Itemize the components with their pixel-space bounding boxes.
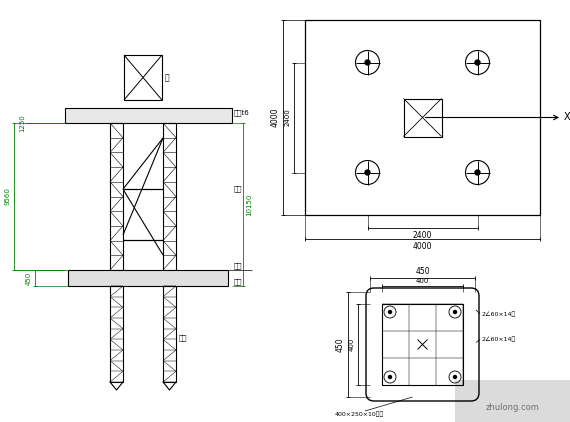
Text: 楼板t6: 楼板t6 (234, 109, 250, 116)
Bar (163, 286, 176, 382)
Text: 9560: 9560 (5, 187, 11, 206)
Bar (382, 304, 463, 385)
Bar (124, 55, 162, 100)
Text: 450: 450 (336, 337, 345, 352)
Text: 4000: 4000 (413, 242, 432, 251)
Text: 450: 450 (26, 271, 32, 284)
Text: 柱: 柱 (165, 73, 170, 82)
Circle shape (365, 170, 370, 175)
Bar (68, 270, 228, 286)
Circle shape (389, 376, 392, 379)
Bar (65, 108, 232, 123)
Circle shape (454, 311, 457, 314)
Text: 4000: 4000 (271, 108, 280, 127)
Bar (163, 123, 176, 270)
Bar (110, 123, 123, 270)
Text: zhulong.com: zhulong.com (486, 403, 540, 412)
Text: 400: 400 (416, 278, 429, 284)
Text: 基础: 基础 (234, 279, 242, 285)
Text: 锚栓: 锚栓 (234, 262, 242, 269)
Text: 10150: 10150 (246, 193, 252, 216)
Text: 2400: 2400 (285, 108, 291, 126)
Bar (455, 380, 570, 422)
Bar (110, 286, 123, 382)
Circle shape (365, 60, 370, 65)
Bar (404, 98, 442, 136)
Text: 400×250×10盖板: 400×250×10盖板 (335, 411, 384, 417)
Text: 2400: 2400 (413, 231, 432, 240)
Text: 2∠60×14角: 2∠60×14角 (481, 337, 515, 342)
Circle shape (475, 170, 480, 175)
Text: 钢柱: 钢柱 (179, 335, 188, 341)
Bar (305, 20, 540, 215)
Text: X: X (564, 113, 570, 122)
Text: 1250: 1250 (19, 114, 25, 132)
Text: 400: 400 (349, 338, 355, 351)
Circle shape (475, 60, 480, 65)
Text: 2∠60×14角: 2∠60×14角 (481, 311, 515, 317)
Text: 连梁: 连梁 (234, 186, 242, 192)
Circle shape (454, 376, 457, 379)
Text: 450: 450 (415, 267, 430, 276)
Circle shape (389, 311, 392, 314)
